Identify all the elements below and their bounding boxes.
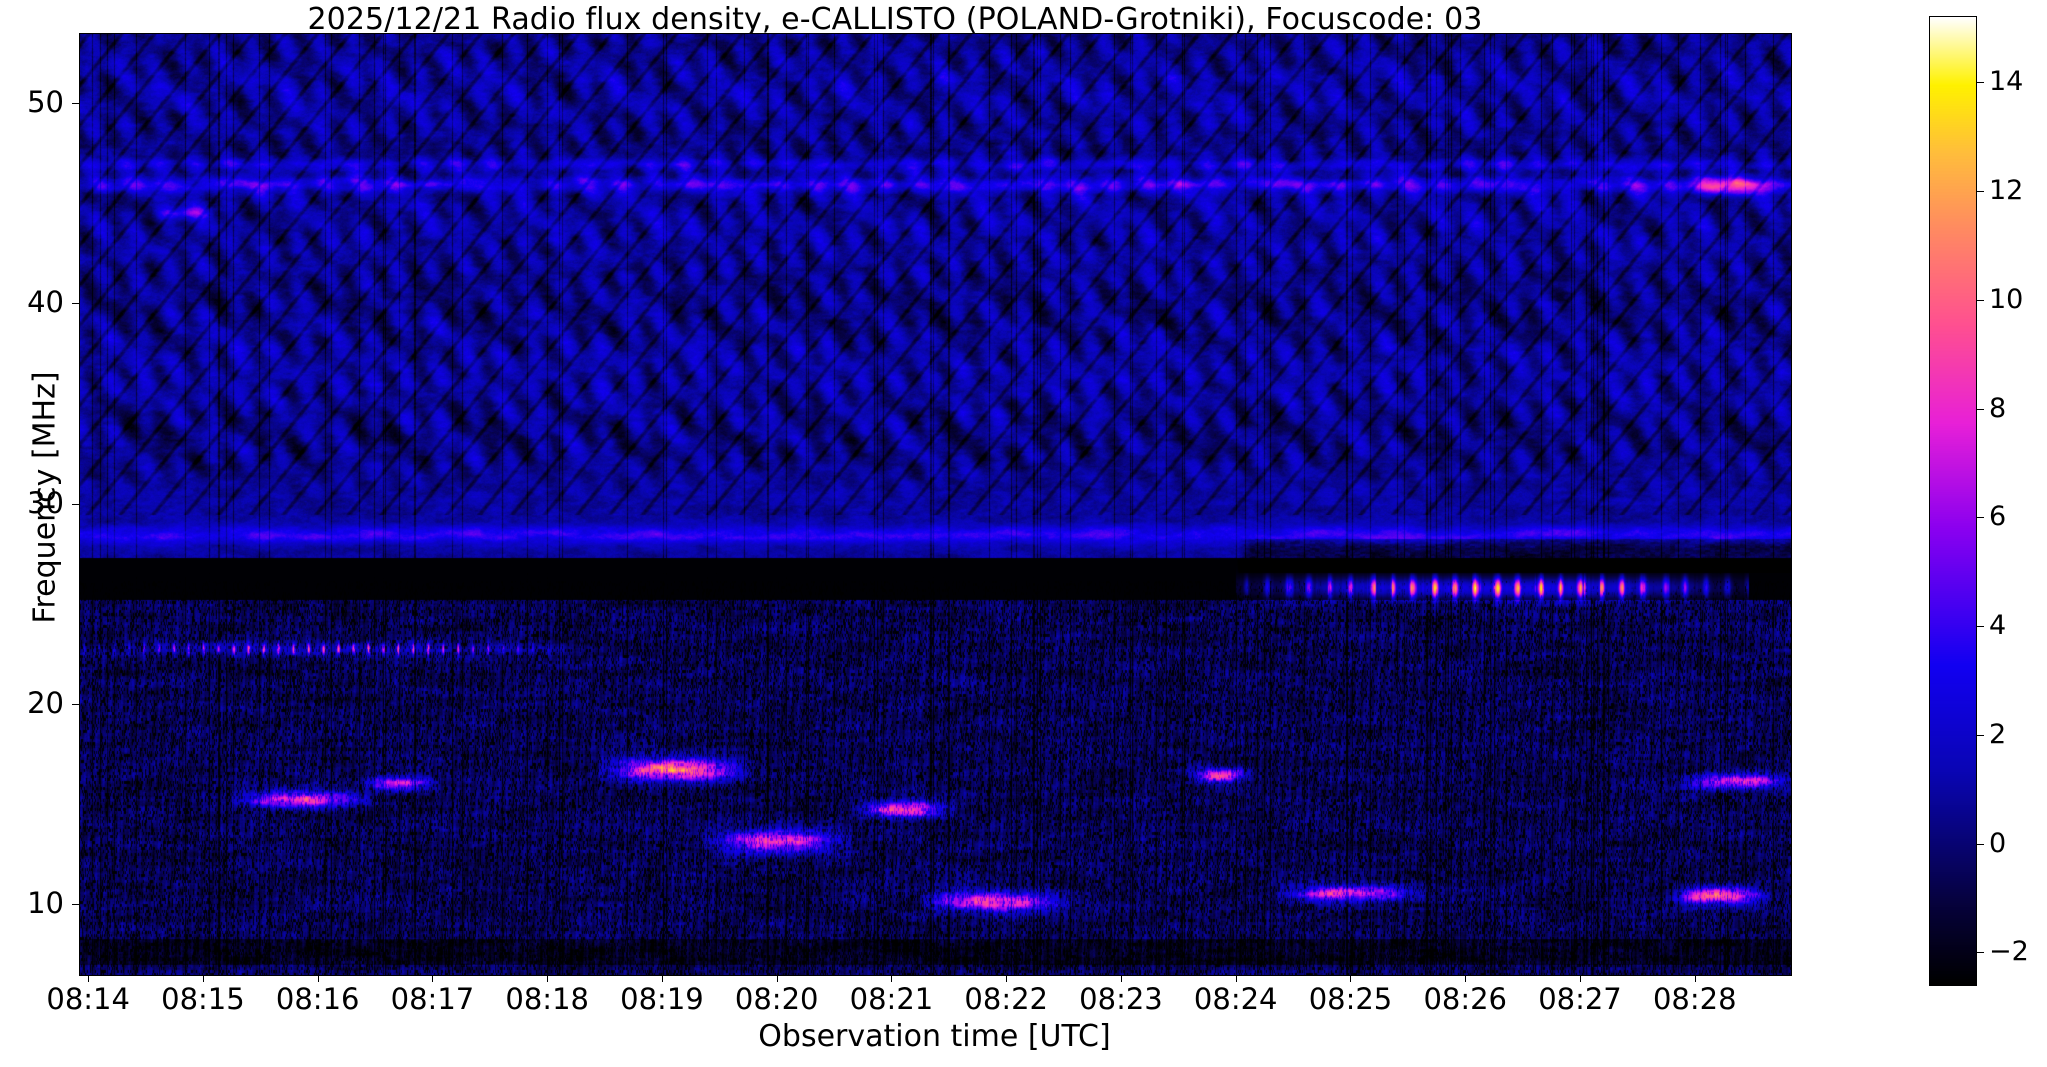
x-tick-label: 08:15: [161, 982, 245, 1016]
colorbar-tick-label: −2: [1989, 936, 2029, 968]
colorbar-tick-mark: [1977, 952, 1984, 954]
colorbar[interactable]: 14 12 10 8 6 4 2 0 −2: [1929, 16, 2029, 986]
x-tick-label: 08:23: [1079, 982, 1163, 1016]
colorbar-tick-mark: [1977, 517, 1984, 519]
x-tick-mark: [661, 975, 663, 982]
x-tick-label: 08:27: [1538, 982, 1622, 1016]
x-axis-title: Observation time [UTC]: [758, 1019, 1111, 1054]
colorbar-tick-label: 6: [1989, 501, 2007, 533]
x-tick-mark: [1120, 975, 1122, 982]
x-tick-mark: [891, 975, 893, 982]
colorbar-tick-mark: [1977, 626, 1984, 628]
colorbar-tick-mark: [1977, 82, 1984, 84]
x-tick-label: 08:17: [390, 982, 475, 1016]
colorbar-tick-label: 2: [1989, 718, 2007, 750]
colorbar-tick-mark: [1977, 191, 1984, 193]
colorbar-image: [1930, 17, 1976, 985]
x-tick-label: 08:28: [1652, 982, 1737, 1016]
x-tick-mark: [776, 975, 778, 982]
x-tick-mark: [432, 975, 434, 982]
y-tick-mark: [72, 103, 79, 105]
x-tick-mark: [317, 975, 319, 982]
colorbar-tick-mark: [1977, 408, 1984, 410]
colorbar-tick-label: 4: [1989, 610, 2007, 642]
x-tick-label: 08:20: [734, 982, 819, 1016]
y-tick-label: 50: [27, 85, 64, 120]
y-axis-title: Frequency [MHz]: [27, 371, 63, 624]
colorbar-tick-label: 0: [1989, 827, 2007, 859]
y-tick-mark: [72, 503, 79, 505]
page-title: 2025/12/21 Radio flux density, e-CALLIST…: [307, 2, 1483, 37]
y-tick-mark: [72, 903, 79, 905]
colorbar-gradient: [1929, 16, 1977, 986]
colorbar-tick-mark: [1977, 299, 1984, 301]
y-tick-label: 40: [27, 285, 64, 320]
y-tick-label: 20: [27, 685, 64, 720]
y-tick-label: 10: [27, 885, 64, 920]
x-tick-mark: [1350, 975, 1352, 982]
x-tick-mark: [1235, 975, 1237, 982]
x-tick-label: 08:24: [1193, 982, 1278, 1016]
x-tick-label: 08:21: [849, 982, 934, 1016]
colorbar-tick-label: 10: [1989, 283, 2024, 315]
colorbar-tick-mark: [1977, 734, 1984, 736]
spectrogram-axes[interactable]: [79, 33, 1792, 976]
colorbar-tick-label: 8: [1989, 392, 2007, 424]
x-tick-label: 08:18: [505, 982, 589, 1016]
y-tick-label: 30: [27, 485, 64, 520]
x-tick-label: 08:25: [1308, 982, 1393, 1016]
x-tick-mark: [547, 975, 549, 982]
x-tick-label: 08:14: [46, 982, 130, 1016]
spectrogram-image: [80, 34, 1791, 975]
x-tick-mark: [1579, 975, 1581, 982]
colorbar-tick-label: 14: [1989, 66, 2024, 98]
x-tick-mark: [202, 975, 204, 982]
x-tick-mark: [1694, 975, 1696, 982]
y-tick-mark: [72, 703, 79, 705]
y-tick-mark: [72, 303, 79, 305]
colorbar-tick-mark: [1977, 843, 1984, 845]
x-tick-label: 08:22: [964, 982, 1048, 1016]
x-tick-mark: [1465, 975, 1467, 982]
x-tick-label: 08:16: [275, 982, 360, 1016]
x-tick-label: 08:19: [620, 982, 704, 1016]
colorbar-tick-label: 12: [1989, 175, 2024, 207]
x-tick-mark: [88, 975, 90, 982]
x-tick-mark: [1006, 975, 1008, 982]
x-tick-label: 08:26: [1423, 982, 1508, 1016]
